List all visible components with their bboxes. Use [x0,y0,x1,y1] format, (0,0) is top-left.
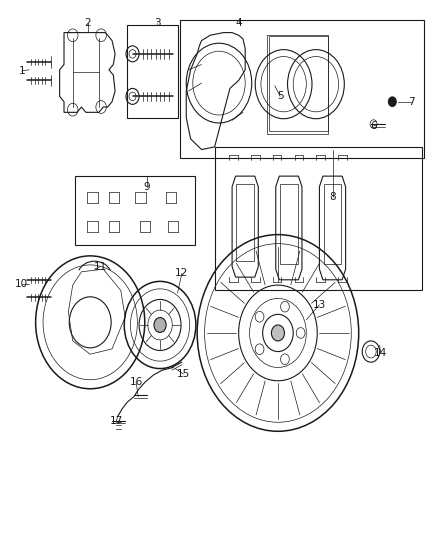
Circle shape [154,318,166,333]
Bar [75,176,195,245]
Text: 17: 17 [110,416,123,426]
Bar [215,147,422,290]
Text: 12: 12 [175,269,188,278]
Text: 1: 1 [18,66,25,76]
Circle shape [272,325,285,341]
Text: 13: 13 [313,300,326,310]
Bar [269,36,328,131]
Text: 7: 7 [408,96,414,107]
Text: 4: 4 [235,18,242,28]
Text: 3: 3 [154,18,160,28]
Text: 11: 11 [94,262,107,271]
Text: 6: 6 [371,121,377,131]
Circle shape [389,97,396,107]
Text: 8: 8 [329,192,336,203]
Text: 9: 9 [144,182,150,192]
Text: 15: 15 [177,369,190,379]
Text: 14: 14 [374,348,387,358]
Bar [180,20,424,158]
Text: 2: 2 [85,18,92,28]
Text: 16: 16 [129,377,143,387]
Bar [267,35,328,134]
Text: 10: 10 [15,279,28,288]
Text: 5: 5 [277,91,283,101]
Bar [127,25,177,118]
